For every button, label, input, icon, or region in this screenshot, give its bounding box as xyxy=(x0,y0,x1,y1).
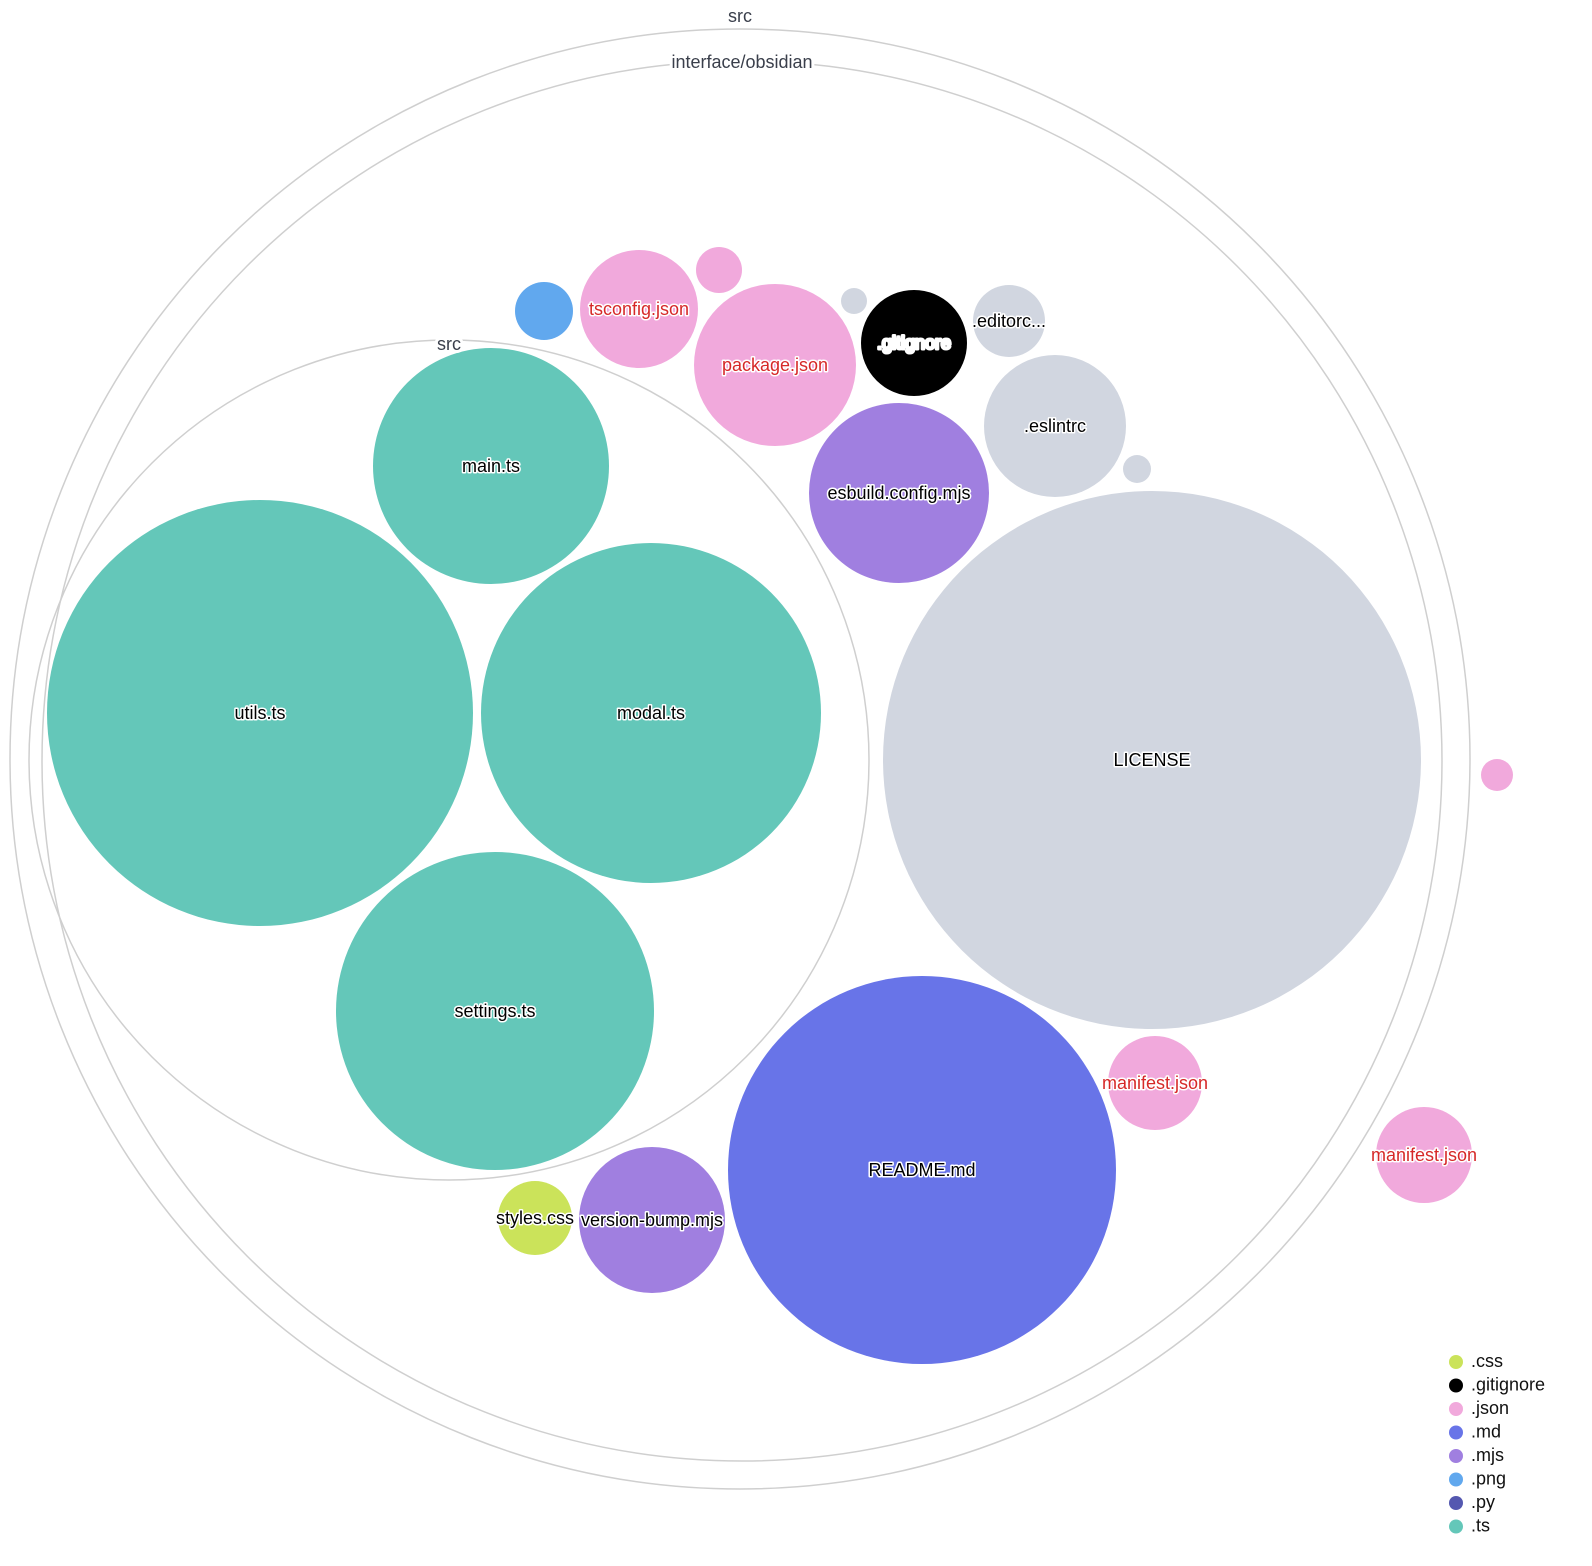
file-circle[interactable] xyxy=(498,1181,572,1255)
file-circle[interactable] xyxy=(861,290,967,396)
file-label: manifest.json xyxy=(1371,1145,1477,1165)
file-label: styles.css xyxy=(496,1208,574,1228)
legend-swatch xyxy=(1449,1402,1463,1416)
folder-circle[interactable] xyxy=(28,339,870,1181)
file-label: README.md xyxy=(868,1160,975,1180)
file-label: package.json xyxy=(722,355,828,375)
file-circle[interactable] xyxy=(694,284,856,446)
file-circle[interactable] xyxy=(579,1147,725,1293)
legend-swatch xyxy=(1449,1355,1463,1369)
file-label: .editorc... xyxy=(972,311,1046,331)
legend-label: .mjs xyxy=(1471,1445,1504,1465)
file-circle[interactable] xyxy=(696,247,742,293)
file-label: .gitignore xyxy=(877,333,951,353)
file-circle[interactable] xyxy=(515,282,573,340)
file-circle[interactable] xyxy=(47,500,473,926)
legend-label: .json xyxy=(1471,1398,1509,1418)
legend-label: .gitignore xyxy=(1471,1374,1545,1394)
file-circle[interactable] xyxy=(809,403,989,583)
file-circle[interactable] xyxy=(373,348,609,584)
file-label: settings.ts xyxy=(454,1001,535,1021)
legend-label: .py xyxy=(1471,1492,1495,1512)
folder-label: src xyxy=(728,6,752,26)
file-label: tsconfig.json xyxy=(589,299,689,319)
folder-label: src xyxy=(437,334,461,354)
legend-label: .png xyxy=(1471,1468,1506,1488)
file-label: .eslintrc xyxy=(1024,416,1086,436)
file-label: manifest.json xyxy=(1102,1073,1208,1093)
file-circle[interactable] xyxy=(336,852,654,1170)
legend-label: .ts xyxy=(1471,1515,1490,1535)
file-circle[interactable] xyxy=(1123,455,1151,483)
file-circle[interactable] xyxy=(973,285,1045,357)
file-label: modal.ts xyxy=(617,703,685,723)
file-circle[interactable] xyxy=(1376,1107,1472,1203)
folder-circle[interactable] xyxy=(41,60,1443,1462)
folder-circle[interactable] xyxy=(9,28,1471,1490)
legend-swatch xyxy=(1449,1496,1463,1510)
file-circle[interactable] xyxy=(728,976,1116,1364)
legend-label: .md xyxy=(1471,1421,1501,1441)
legend-swatch xyxy=(1449,1378,1463,1393)
legend-label: .css xyxy=(1471,1351,1503,1371)
file-circle[interactable] xyxy=(841,288,867,314)
file-label: main.ts xyxy=(462,456,520,476)
legend-swatch xyxy=(1449,1425,1463,1440)
file-label: esbuild.config.mjs xyxy=(827,483,970,503)
file-circle[interactable] xyxy=(883,491,1421,1029)
file-label: utils.ts xyxy=(234,703,285,723)
file-circle[interactable] xyxy=(580,250,698,368)
legend-swatch xyxy=(1449,1519,1463,1534)
file-circle[interactable] xyxy=(984,355,1126,497)
file-label: LICENSE xyxy=(1113,750,1190,770)
legend: .css .gitignore .json .md .mjs .png .py .ts xyxy=(1449,1351,1545,1535)
legend-swatch xyxy=(1449,1449,1463,1463)
file-circle[interactable] xyxy=(1108,1036,1202,1130)
file-label: version-bump.mjs xyxy=(581,1210,723,1230)
legend-swatch xyxy=(1449,1472,1463,1487)
file-circle[interactable] xyxy=(1481,759,1513,791)
folder-label: interface/obsidian xyxy=(671,52,812,72)
file-circle[interactable] xyxy=(481,543,821,883)
